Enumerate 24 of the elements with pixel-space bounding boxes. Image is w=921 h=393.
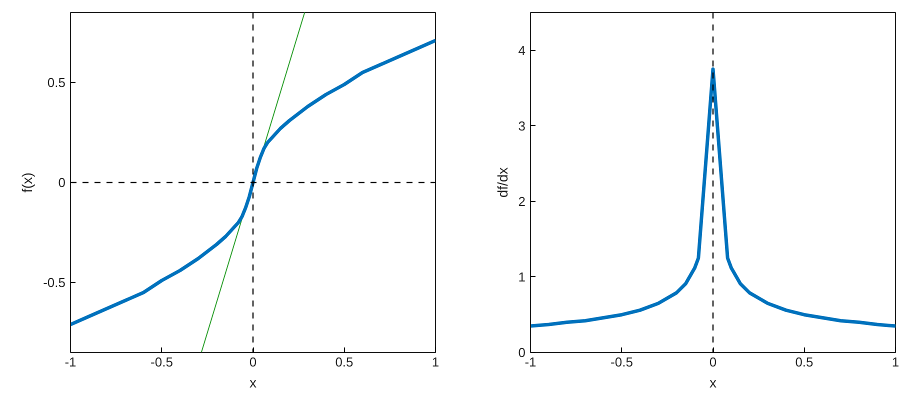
x-tick-label: 0 <box>249 354 257 370</box>
y-tick-label: 0 <box>58 175 66 190</box>
x-tick-label: 0 <box>709 354 717 370</box>
y-tick-label: 2 <box>518 194 526 209</box>
y-axis-title: df/dx <box>494 167 510 198</box>
y-tick-label: 0 <box>518 345 526 360</box>
x-tick-label: 1 <box>432 354 440 370</box>
x-tick-label: -1 <box>64 354 76 370</box>
y-tick-label: 0.5 <box>47 75 66 90</box>
y-tick-label: 1 <box>518 269 526 284</box>
x-tick-label: -0.5 <box>610 354 633 370</box>
line-series <box>530 67 896 328</box>
x-tick-label: -1 <box>524 354 536 370</box>
x-tick-label: 0.5 <box>795 354 814 370</box>
x-axis-title: x <box>250 374 256 390</box>
y-axis-title: f(x) <box>19 172 36 193</box>
y-tick-label: 3 <box>518 118 526 134</box>
x-tick-label: 1 <box>892 354 900 370</box>
x-tick-label: 0.5 <box>335 354 354 370</box>
y-tick-label: -0.5 <box>43 275 66 290</box>
x-axis-title: x <box>710 374 716 390</box>
line-series <box>70 38 436 326</box>
y-tick-label: 4 <box>518 42 526 58</box>
x-tick-label: -0.5 <box>150 354 173 370</box>
